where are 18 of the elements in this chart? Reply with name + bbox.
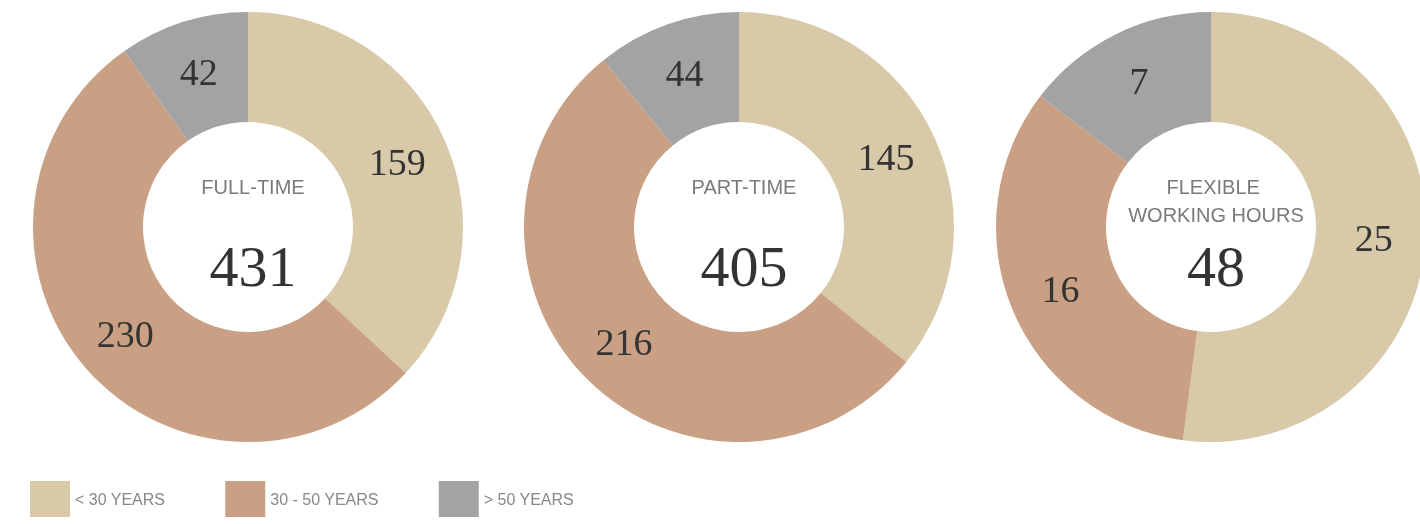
legend-label: > 50 YEARS — [483, 490, 574, 508]
text: FULL-TIME — [201, 176, 305, 198]
data-label: 7 — [1129, 59, 1149, 102]
data-label: 16 — [1041, 268, 1080, 311]
text: 48 — [1187, 233, 1245, 299]
data-label: 216 — [595, 321, 653, 364]
data-label: 230 — [96, 313, 154, 356]
data-label: 42 — [179, 50, 218, 93]
legend-label: < 30 YEARS — [75, 490, 165, 508]
data-label: 145 — [857, 135, 915, 178]
text: PART-TIME — [691, 176, 797, 198]
data-label: 44 — [665, 52, 704, 95]
legend-label: 30 - 50 YEARS — [270, 490, 379, 508]
text: 405 — [700, 233, 788, 299]
text: 431 — [209, 233, 297, 299]
data-label: 159 — [368, 140, 426, 183]
data-label: 25 — [1354, 216, 1393, 259]
text: FLEXIBLE WORKING HOURS — [1128, 176, 1304, 226]
